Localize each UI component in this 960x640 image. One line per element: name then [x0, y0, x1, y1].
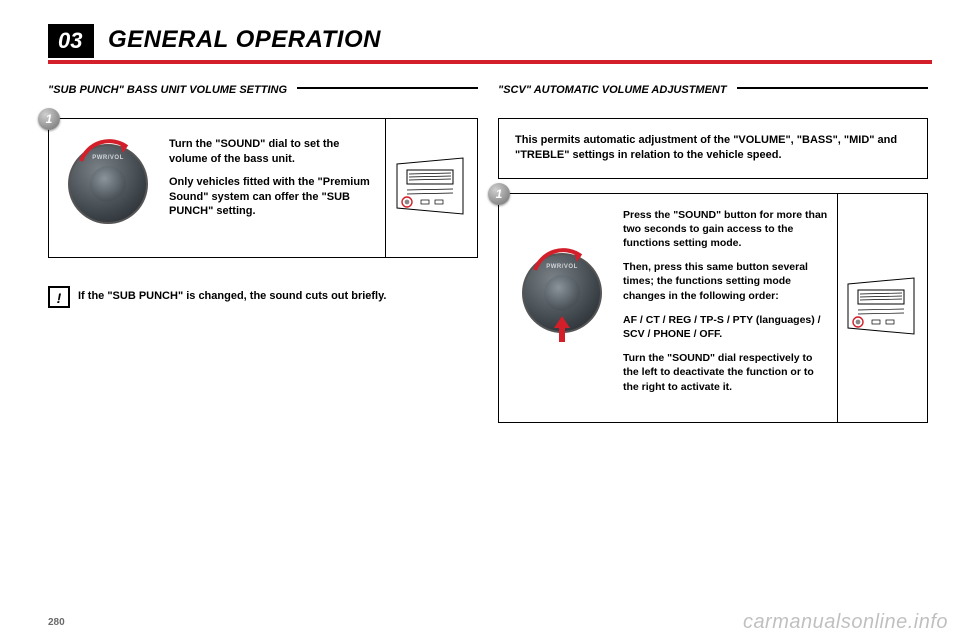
left-para-2: Only vehicles fitted with the "Premium S… — [169, 175, 377, 220]
left-panel: 1 PWR/VOL Turn the "SOUND" dial to set t… — [48, 118, 478, 258]
radio-unit-illustration-left — [385, 119, 477, 257]
right-subheading-wrap: "SCV" AUTOMATIC VOLUME ADJUSTMENT — [498, 80, 928, 106]
warning-icon: ! — [48, 286, 70, 308]
right-subheading: "SCV" AUTOMATIC VOLUME ADJUSTMENT — [498, 84, 737, 96]
page-title: GENERAL OPERATION — [108, 24, 381, 55]
left-panel-text: Turn the "SOUND" dial to set the volume … — [169, 137, 377, 227]
rotate-arrow-icon — [73, 137, 143, 167]
press-arrow-icon — [550, 314, 574, 344]
left-subheading: "SUB PUNCH" BASS UNIT VOLUME SETTING — [48, 84, 297, 96]
knob-illustration-left: PWR/VOL — [63, 139, 153, 229]
knob-illustration-right: PWR/VOL — [517, 248, 607, 338]
rotate-arrow-icon — [527, 246, 597, 276]
right-para-4: Turn the "SOUND" dial respectively to th… — [623, 351, 829, 394]
left-note-row: ! If the "SUB PUNCH" is changed, the sou… — [48, 286, 478, 308]
step-badge-1-left: 1 — [38, 108, 60, 130]
page: 03 GENERAL OPERATION "SUB PUNCH" BASS UN… — [0, 0, 960, 640]
right-panel: 1 PWR/VOL Press the "SOUND" button for m… — [498, 193, 928, 423]
left-column: "SUB PUNCH" BASS UNIT VOLUME SETTING 1 P… — [48, 80, 478, 308]
chapter-tab: 03 — [48, 24, 94, 58]
left-note-text: If the "SUB PUNCH" is changed, the sound… — [78, 286, 386, 304]
right-para-1: Press the "SOUND" button for more than t… — [623, 208, 829, 251]
header-rule — [48, 60, 932, 64]
page-number: 280 — [48, 617, 65, 628]
right-para-3: AF / CT / REG / TP-S / PTY (languages) /… — [623, 313, 829, 341]
right-panel-text: Press the "SOUND" button for more than t… — [623, 208, 829, 404]
watermark: carmanualsonline.info — [743, 611, 948, 634]
step-badge-1-right: 1 — [488, 183, 510, 205]
left-para-1: Turn the "SOUND" dial to set the volume … — [169, 137, 377, 167]
radio-icon — [844, 276, 922, 340]
right-para-2: Then, press this same button several tim… — [623, 260, 829, 303]
radio-unit-illustration-right — [837, 194, 927, 422]
radio-icon — [393, 156, 471, 220]
right-intro-box: This permits automatic adjustment of the… — [498, 118, 928, 179]
left-subheading-wrap: "SUB PUNCH" BASS UNIT VOLUME SETTING — [48, 80, 478, 106]
right-column: "SCV" AUTOMATIC VOLUME ADJUSTMENT This p… — [498, 80, 928, 423]
